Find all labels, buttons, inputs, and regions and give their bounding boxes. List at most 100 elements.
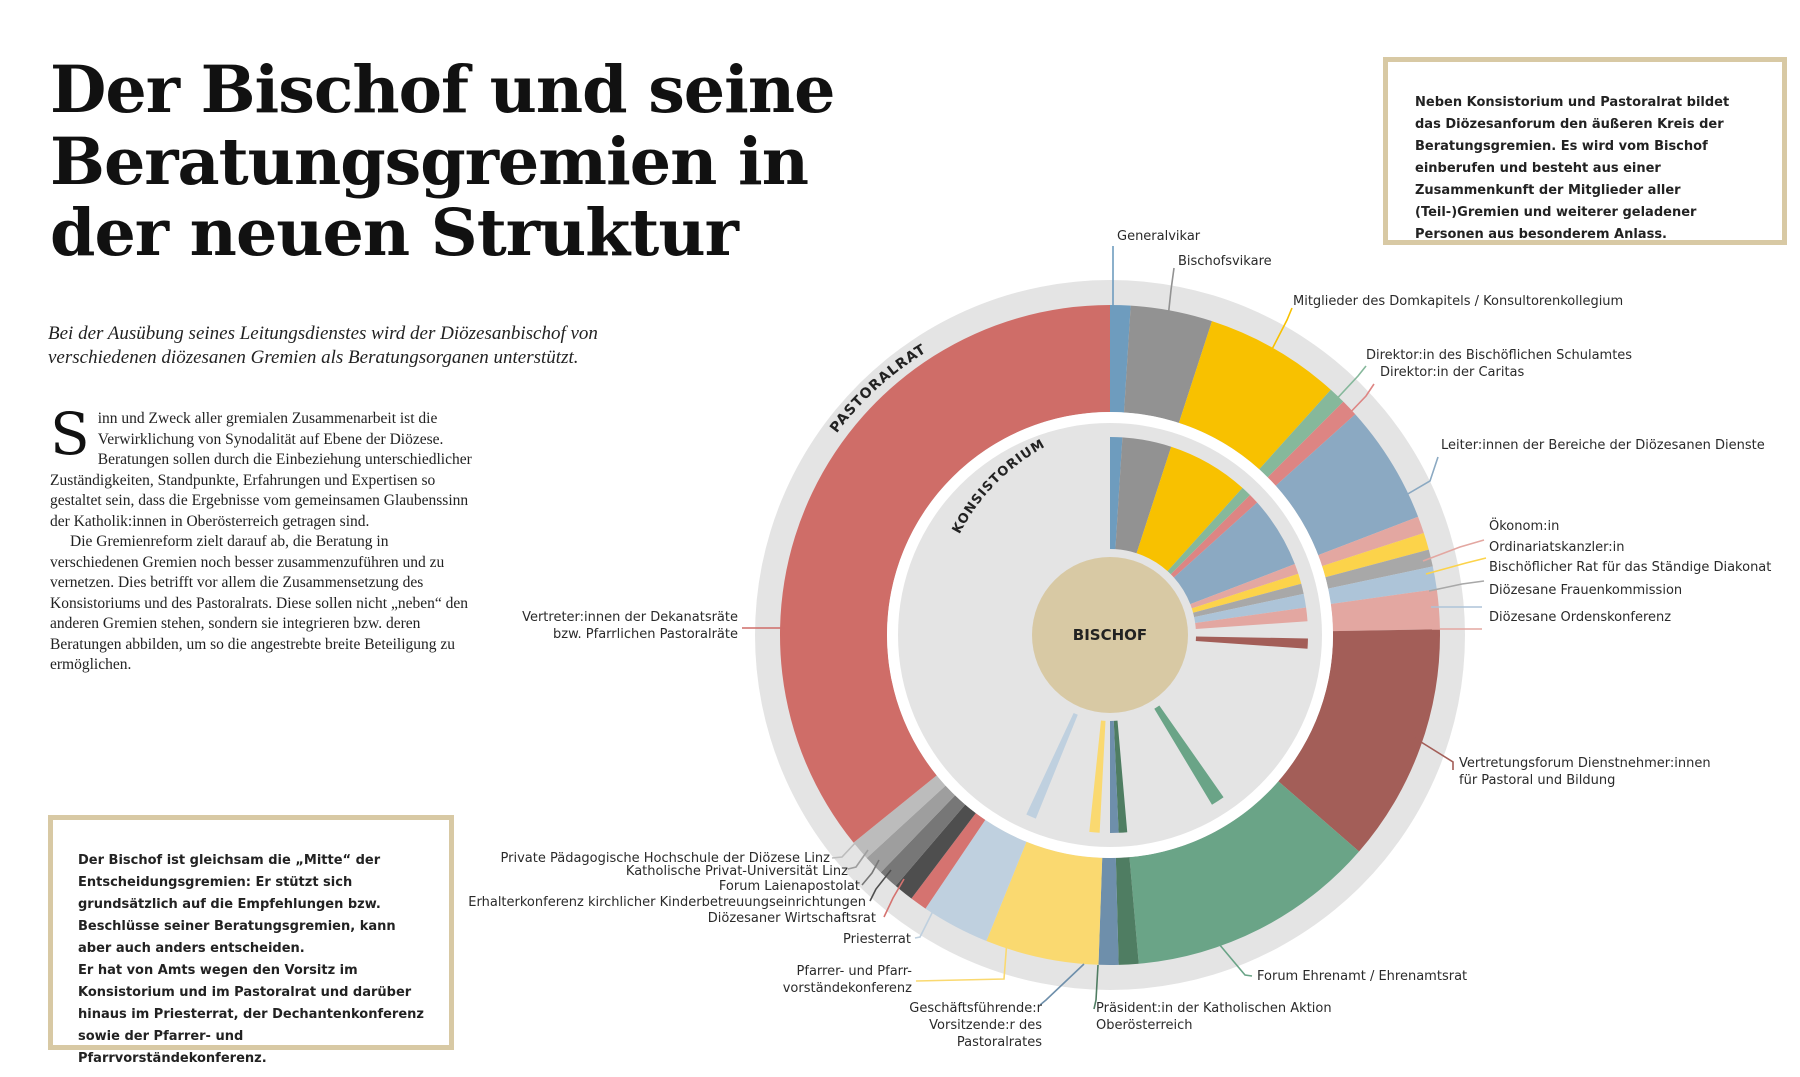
leader-line-leiter-innen-der-bereiche-der-diozesanen-dienste xyxy=(1393,456,1439,503)
label-geschaftsfuhrende-r-vorsitzende-r-des-pastoralrates: Geschäftsführende:r Vorsitzende:r des Past… xyxy=(909,1001,1042,1050)
label-pfarrer-und-pfarrvorstandekonferenz: Pfarrer- und Pfarr-vorständekonferenz xyxy=(783,964,913,996)
outer-segment-diozesane-ordenskonferenz xyxy=(1330,589,1440,632)
outer-segment-vertreter-innen-der-dekanatsrate-bzw-pfarrlichen-pastoralrate xyxy=(779,305,1110,843)
outer-segment-direktor-in-des-bischoflichen-schulamtes xyxy=(1259,389,1344,478)
label-line: Pfarrer- und Pfarr- xyxy=(797,964,913,979)
page-title: Der Bischof und seine Beratungsgremien i… xyxy=(50,52,835,271)
outer-segment-bischoflicher-rat-fur-das-standige-diakonat xyxy=(1325,549,1433,589)
konsistorium-wedges xyxy=(1026,437,1308,833)
label-private-padagogische-hochschule-der-diozese-linz: Private Pädagogische Hochschule der Diöz… xyxy=(501,851,831,866)
label-line: Forum Ehrenamt / Ehrenamtsrat xyxy=(1257,969,1467,984)
inner-wedge-leiter-innen-der-bereiche-der-diozesanen-dienste xyxy=(1173,502,1295,605)
outer-segment-pfarrer-und-pfarrvorstandekonferenz xyxy=(986,841,1103,965)
info-box-bischof-text-1: Der Bischof ist gleichsam die „Mitte“ de… xyxy=(78,853,396,956)
leader-line-direktor-in-des-bischoflichen-schulamtes xyxy=(1330,365,1367,406)
leader-line-katholische-privat-universitat-linz xyxy=(847,849,869,870)
label-line: Diözesaner Wirtschaftsrat xyxy=(708,911,876,926)
segment-labels: Generalvikar Bischofsvikare Mitglieder des… xyxy=(468,229,1771,1050)
drop-cap: S xyxy=(50,400,90,468)
label-bischoflicher-rat-fur-das-standige-diakonat: Bischöflicher Rat für das Ständige Diako… xyxy=(1489,560,1771,575)
label-line: Diözesane Ordenskonferenz xyxy=(1489,610,1671,625)
label-line: Vorsitzende:r des xyxy=(929,1018,1042,1033)
label-line: Erhalterkonferenz kirchlicher Kinderbetr… xyxy=(468,895,866,910)
outer-segment-forum-laienapostolat xyxy=(880,795,966,886)
pastoralrat-segments xyxy=(779,305,1441,966)
label-line: Oberösterreich xyxy=(1096,1018,1193,1033)
label-vertretungsforum-dienstnehmer-innen-fur-pastoral-und-bildung: Vertretungsforum Dienstnehmer:innen für P… xyxy=(1459,756,1711,788)
leader-line-ordinariatskanzler-in xyxy=(1425,557,1487,575)
label-okonom-in: Ökonom:in xyxy=(1489,517,1559,534)
leader-line-bischofsvikare xyxy=(1167,267,1175,319)
label-line: Geschäftsführende:r xyxy=(909,1001,1042,1016)
label-line: für Pastoral und Bildung xyxy=(1459,773,1615,788)
label-line: Vertreter:innen der Dekanatsräte xyxy=(522,610,738,625)
leader-line-private-padagogische-hochschule-der-diozese-linz xyxy=(831,840,858,859)
outer-segment-leiter-innen-der-bereiche-der-diozesanen-dienste xyxy=(1275,414,1419,556)
label-diozesane-ordenskonferenz: Diözesane Ordenskonferenz xyxy=(1489,610,1671,625)
leader-line-bischoflicher-rat-fur-das-standige-diakonat xyxy=(1428,580,1485,592)
label-line: bzw. Pfarrlichen Pastoralräte xyxy=(553,627,738,642)
leader-line-diozesaner-wirtschaftsrat xyxy=(883,878,905,918)
outer-segment-private-padagogische-hochschule-der-diozese-linz xyxy=(853,775,946,858)
outer-segment-priesterrat xyxy=(925,819,1027,941)
label-vertreter-innen-der-dekanatsrate-bzw-pfarrlichen-pastoralrate: Vertreter:innen der Dekanatsräte bzw. Pfa… xyxy=(522,610,738,642)
leader-line-geschaftsfuhrende-r-vorsitzende-r-des-pastoralrates xyxy=(1039,963,1085,1006)
leader-line-erhalterkonferenz-kirchlicher-kinderbetreuungseinrichtungen xyxy=(869,869,892,902)
outer-segment-diozesaner-wirtschaftsrat xyxy=(911,813,986,909)
outer-segment-geschaftsfuhrende-r-vorsitzende-r-des-pastoralrates xyxy=(1098,857,1119,966)
inner-wedge-direktor-in-des-bischoflichen-schulamtes xyxy=(1167,487,1251,575)
leader-line-mitglieder-des-domkapitels-konsultorenkollegium xyxy=(1267,307,1293,358)
leader-line-okonom-in xyxy=(1422,539,1485,562)
info-box-bischof: Der Bischof ist gleichsam die „Mitte“ de… xyxy=(48,815,454,1066)
info-box-diozesanforum: Neben Konsistorium und Pastoralrat bilde… xyxy=(1383,57,1787,245)
label-diozesaner-wirtschaftsrat: Diözesaner Wirtschaftsrat xyxy=(708,911,876,926)
leader-line-priesterrat xyxy=(914,900,939,939)
inner-wedge-bischoflicher-rat-fur-das-standige-diakonat xyxy=(1193,583,1304,618)
bischof-label: BISCHOF xyxy=(1073,626,1147,644)
label-line: Diözesane Frauenkommission xyxy=(1489,583,1682,598)
outer-segment-direktor-in-der-caritas xyxy=(1267,401,1356,486)
outer-segment-vertretungsforum-dienstnehmer-innen-fur-pastoral-und-bildung xyxy=(1278,629,1441,852)
label-bischofsvikare: Bischofsvikare xyxy=(1178,254,1272,269)
label-line: Mitglieder des Domkapitels / Konsultoren… xyxy=(1293,294,1623,309)
label-diozesane-frauenkommission: Diözesane Frauenkommission xyxy=(1489,583,1682,598)
outer-segment-katholische-privat-universitat-linz xyxy=(866,785,956,873)
label-line: Bischöflicher Rat für das Ständige Diako… xyxy=(1489,560,1771,575)
label-forum-ehrenamt-ehrenamtsrat: Forum Ehrenamt / Ehrenamtsrat xyxy=(1257,969,1467,984)
label-erhalterkonferenz-kirchlicher-kinderbetreuungseinrichtungen: Erhalterkonferenz kirchlicher Kinderbetr… xyxy=(468,895,866,910)
leader-line-direktor-in-der-caritas xyxy=(1343,383,1375,420)
label-direktor-in-des-bischoflichen-schulamtes: Direktor:in des Bischöflichen Schulamtes xyxy=(1366,348,1632,363)
label-line: Pastoralrates xyxy=(957,1035,1042,1050)
label-line: Direktor:in des Bischöflichen Schulamtes xyxy=(1366,348,1632,363)
label-forum-laienapostolat: Forum Laienapostolat xyxy=(719,879,860,894)
inner-wedge-priesterrat xyxy=(1026,712,1078,819)
label-leiter-innen-der-bereiche-der-diozesanen-dienste: Leiter:innen der Bereiche der Diözesanen… xyxy=(1441,438,1765,453)
body-paragraph-1-text: inn und Zweck aller gremialen Zusammenar… xyxy=(50,410,472,530)
inner-wedge-okonom-in xyxy=(1190,564,1299,609)
label-line: Ordinariatskanzler:in xyxy=(1489,540,1625,555)
bischof-center xyxy=(1032,557,1188,713)
body-paragraph-2: Die Gremienreform zielt darauf ab, die B… xyxy=(50,533,468,673)
outer-segment-forum-ehrenamt-ehrenamtsrat xyxy=(1129,781,1360,964)
label-line: Generalvikar xyxy=(1117,229,1201,244)
leader-line-vertretungsforum-dienstnehmer-innen-fur-pastoral-und-bildung xyxy=(1412,736,1454,770)
label-line: Private Pädagogische Hochschule der Diöz… xyxy=(501,851,831,866)
label-katholische-privat-universitat-linz: Katholische Privat-Universität Linz xyxy=(626,864,848,879)
leader-line-forum-ehrenamt-ehrenamtsrat xyxy=(1218,943,1253,977)
inner-wedge-diozesane-ordenskonferenz xyxy=(1195,607,1308,629)
inner-wedge-pfarrer-und-pfarrvorstandekonferenz xyxy=(1089,720,1106,833)
outer-segment-prasident-in-der-katholischen-aktion-oberosterreich xyxy=(1115,857,1139,965)
label-line: Forum Laienapostolat xyxy=(719,879,860,894)
leader-line-pfarrer-und-pfarrvorstandekonferenz xyxy=(915,939,1008,982)
leader-line-forum-laienapostolat xyxy=(861,859,880,886)
label-line: Priesterrat xyxy=(843,932,911,947)
outer-segment-diozesane-frauenkommission xyxy=(1328,566,1437,604)
label-prasident-in-der-katholischen-aktion-oberosterreich: Präsident:in der Katholischen Aktion Ober… xyxy=(1096,1001,1332,1033)
label-line: Direktor:in der Caritas xyxy=(1380,365,1525,380)
inner-wedge-geschaftsfuhrende-r-vorsitzende-r-des-pastoralrates xyxy=(1110,720,1119,833)
label-line: Leiter:innen der Bereiche der Diözesanen… xyxy=(1441,438,1765,453)
inner-wedge-generalvikar xyxy=(1110,437,1123,550)
inner-wedge-ordinariatskanzler-in xyxy=(1191,573,1302,613)
